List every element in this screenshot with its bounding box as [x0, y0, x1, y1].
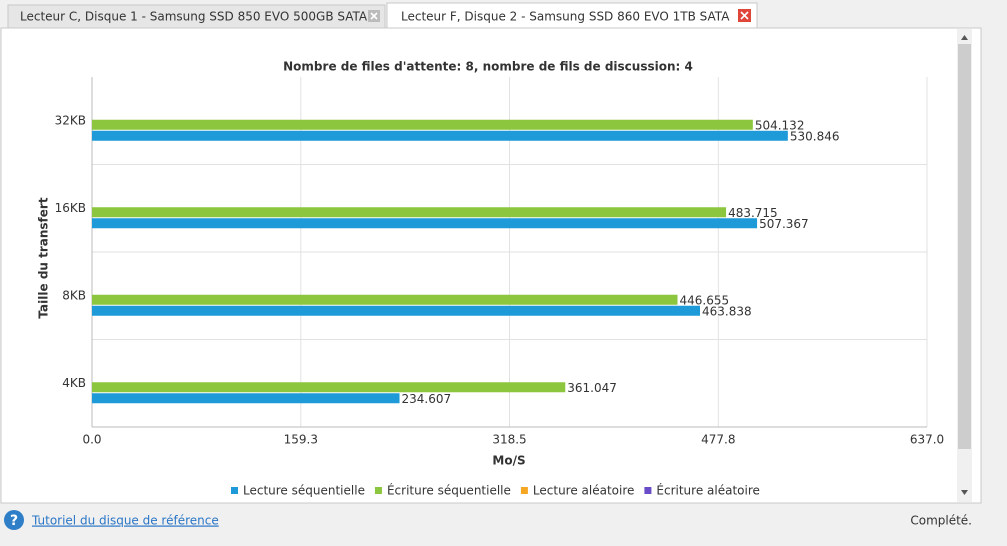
bar	[92, 294, 678, 305]
x-tick-label: 477.8	[701, 433, 735, 447]
legend-label: Écriture aléatoire	[656, 483, 759, 498]
y-tick-label: 16KB	[55, 201, 86, 215]
legend-swatch	[644, 487, 652, 494]
close-icon	[370, 12, 378, 20]
value-label: 530.846	[790, 129, 840, 143]
scroll-thumb[interactable]	[958, 44, 971, 449]
bar	[92, 393, 400, 404]
chart-title: Nombre de files d'attente: 8, nombre de …	[283, 60, 693, 74]
status: Complété.	[910, 514, 972, 528]
value-label: 463.838	[702, 304, 752, 318]
bar	[92, 218, 758, 229]
y-tick-label: 4KB	[62, 376, 86, 390]
x-axis-label: Mo/S	[492, 454, 525, 468]
help-glyph: ?	[10, 513, 18, 529]
value-label: 234.607	[402, 392, 452, 406]
panel	[0, 27, 982, 504]
help-icon[interactable]	[4, 510, 24, 530]
bar	[92, 305, 701, 316]
x-tick-label: 159.3	[284, 433, 318, 447]
tutorial-link[interactable]: Tutoriel du disque de référence	[31, 514, 219, 528]
bar	[92, 119, 753, 130]
x-tick-label: 0.0	[82, 433, 101, 447]
legend-swatch	[374, 487, 382, 494]
tab-label: Lecteur C, Disque 1 - Samsung SSD 850 EV…	[20, 10, 368, 24]
y-axis-label: Taille du transfert	[37, 197, 51, 318]
bar	[92, 130, 788, 141]
tab-label: Lecteur F, Disque 2 - Samsung SSD 860 EV…	[401, 10, 730, 24]
value-label: 446.655	[679, 293, 729, 307]
legend-swatch	[520, 487, 528, 494]
legend-label: Écriture séquentielle	[387, 483, 511, 498]
x-tick-label: 318.5	[492, 433, 526, 447]
bar	[92, 382, 566, 393]
value-label: 504.132	[755, 118, 805, 132]
x-tick-label: 637.0	[910, 433, 944, 447]
legend-label: Lecture séquentielle	[243, 484, 365, 498]
y-tick-label: 32KB	[55, 113, 86, 127]
value-label: 507.367	[759, 217, 809, 231]
value-label: 361.047	[567, 381, 617, 395]
legend-label: Lecture aléatoire	[533, 484, 635, 498]
bar	[92, 207, 727, 218]
close-icon	[740, 11, 749, 20]
value-label: 483.715	[728, 206, 778, 220]
legend-swatch	[231, 487, 238, 494]
y-tick-label: 8KB	[62, 288, 86, 302]
